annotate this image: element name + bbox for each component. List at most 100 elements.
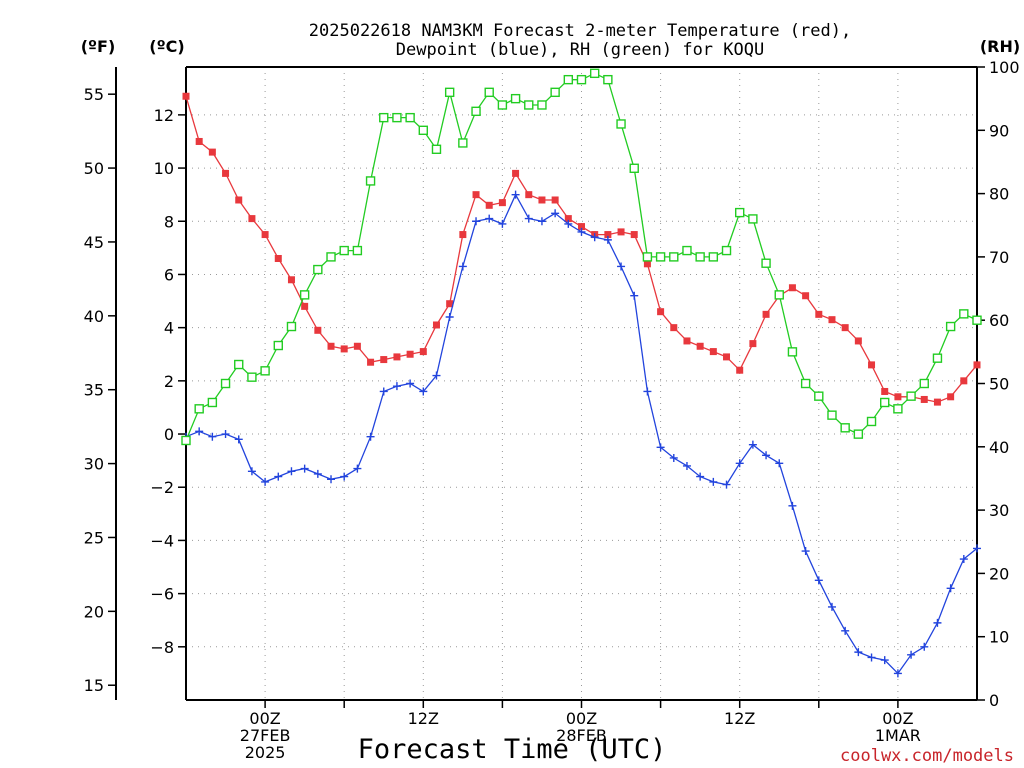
dewpoint-point	[353, 464, 362, 473]
rh-point	[444, 87, 455, 98]
temperature-point	[538, 196, 546, 204]
fahrenheit-tick-label: 40	[84, 307, 104, 326]
x-tick-label: 27FEB	[240, 726, 291, 745]
rh-point	[550, 87, 560, 98]
rh-point	[458, 138, 468, 148]
dewpoint-point	[511, 190, 520, 199]
temperature-point	[340, 345, 348, 353]
rh-point	[181, 435, 191, 446]
x-tick-label: 12Z	[724, 709, 755, 728]
rh-point	[524, 100, 534, 110]
dewpoint-point	[432, 371, 441, 380]
rh-point	[616, 119, 626, 129]
rh-point	[484, 87, 494, 98]
temperature-point	[182, 92, 190, 100]
celsius-axis-unit: (ºC)	[149, 37, 184, 56]
rh-point	[299, 290, 310, 300]
dewpoint-point	[247, 467, 256, 476]
dewpoint-point	[366, 432, 375, 441]
x-tick-label: 28FEB	[556, 726, 607, 745]
temperature-point	[854, 337, 862, 345]
temperature-point	[670, 324, 678, 332]
rh-point	[247, 372, 257, 382]
temperature-point	[432, 321, 440, 329]
dewpoint-point	[814, 576, 823, 585]
temperature-point	[446, 300, 454, 308]
dewpoint-point	[498, 219, 507, 228]
temperature-point	[749, 340, 757, 348]
rh-point	[642, 252, 653, 262]
rh-point	[880, 397, 890, 408]
dewpoint-point	[854, 648, 863, 657]
rh-tick-label: 30	[989, 501, 1009, 520]
x-tick-label: 12Z	[408, 709, 439, 728]
rh-point	[787, 347, 798, 357]
temperature-point	[208, 148, 216, 156]
rh-point	[313, 264, 323, 275]
temperature-point	[274, 254, 282, 262]
dewpoint-point	[472, 217, 481, 226]
rh-point	[471, 106, 481, 117]
dewpoint-point	[775, 459, 784, 468]
dewpoint-point	[748, 440, 757, 449]
temperature-point	[736, 366, 744, 374]
fahrenheit-tick-label: 15	[84, 676, 104, 695]
dewpoint-point	[313, 469, 322, 478]
temperature-point	[933, 398, 941, 406]
celsius-tick-label: −2	[150, 478, 174, 497]
rh-point	[721, 245, 732, 256]
x-tick-label: 2025	[245, 743, 286, 762]
rh-point	[814, 391, 824, 401]
temperature-point	[920, 395, 928, 403]
temperature-point	[683, 337, 691, 345]
rh-point	[326, 252, 336, 262]
celsius-tick-label: 10	[154, 159, 174, 178]
dewpoint-point	[577, 227, 586, 236]
rh-tick-label: 10	[989, 628, 1009, 647]
temperature-point	[393, 353, 401, 361]
dewpoint-point	[603, 235, 612, 244]
dewpoint-point	[735, 459, 744, 468]
rh-point	[379, 112, 389, 123]
celsius-tick-label: 2	[164, 372, 174, 391]
rh-point	[708, 252, 719, 262]
temperature-point	[815, 310, 823, 318]
dewpoint-point	[485, 214, 494, 223]
rh-point	[392, 112, 402, 123]
temperature-point	[709, 348, 717, 356]
rh-tick-label: 90	[989, 121, 1009, 140]
temperature-point	[498, 199, 506, 207]
dewpoint-point	[920, 642, 929, 651]
dewpoint-point	[933, 618, 942, 627]
rh-point	[418, 125, 428, 136]
dewpoint-point	[340, 472, 349, 481]
dewpoint-point	[893, 669, 902, 678]
rh-point	[603, 74, 613, 85]
dewpoint-point	[762, 451, 771, 460]
dewpoint-point	[234, 435, 243, 444]
rh-point	[365, 176, 376, 186]
fahrenheit-tick-label: 35	[84, 381, 104, 400]
dewpoint-point	[419, 387, 428, 396]
rh-tick-label: 40	[989, 438, 1009, 457]
dewpoint-point	[261, 477, 270, 486]
temperature-point	[235, 196, 243, 204]
rh-point	[761, 258, 771, 268]
x-axis-label: Forecast Time (UTC)	[358, 734, 667, 765]
dewpoint-point	[406, 379, 415, 388]
dewpoint-point	[788, 501, 797, 510]
dewpoint-point	[274, 472, 283, 481]
rh-point	[405, 112, 415, 123]
rh-point	[589, 68, 600, 79]
celsius-tick-label: 12	[154, 106, 174, 125]
rh-point	[563, 74, 574, 85]
fahrenheit-tick-label: 55	[84, 85, 104, 104]
dewpoint-point	[392, 382, 401, 391]
dewpoint-point	[327, 475, 336, 484]
temperature-point	[301, 302, 309, 310]
rh-tick-label: 60	[989, 311, 1009, 330]
temperature-point	[578, 223, 585, 231]
rh-point	[669, 252, 679, 262]
temperature-point	[723, 353, 731, 361]
temperature-point	[551, 196, 559, 204]
